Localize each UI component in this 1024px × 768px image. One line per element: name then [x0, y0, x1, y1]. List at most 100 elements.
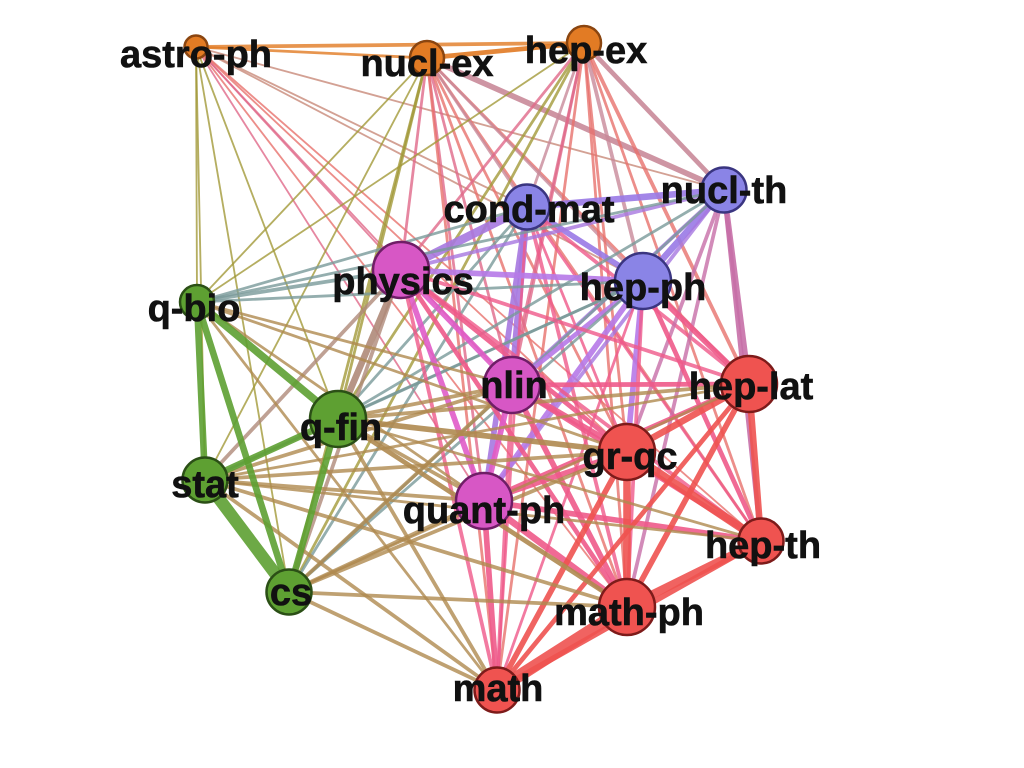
node-label-q-fin: q-fin [300, 407, 382, 449]
edge-physics-q-bio [195, 268, 403, 304]
edge-q-bio-q-fin [193, 298, 342, 423]
edge-hep-lat-stat [203, 382, 751, 482]
node-cond-mat[interactable] [503, 183, 551, 231]
edge-nlin-q-fin [336, 383, 514, 421]
edge-hep-ex-q-fin [336, 41, 586, 421]
node-q-fin[interactable] [308, 389, 368, 449]
edge-hep-ex-math [495, 41, 586, 692]
edge-cond-mat-nucl-th [523, 186, 728, 211]
edge-nucl-th-gr-qc [625, 188, 726, 454]
edge-hep-ex-hep-th [582, 41, 763, 543]
edge-hep-th-q-fin [336, 417, 763, 543]
node-label-physics: physics [332, 261, 474, 303]
node-nucl-ex[interactable] [408, 39, 446, 77]
node-label-nlin: nlin [480, 365, 548, 407]
node-label-astro-ph: astro-ph [120, 34, 272, 76]
edge-nucl-ex-hep-ph [425, 56, 645, 283]
node-hep-ph[interactable] [613, 251, 673, 311]
node-label-hep-ex: hep-ex [525, 30, 647, 72]
edge-math-ph-stat [203, 478, 629, 609]
node-label-cs: cs [270, 572, 312, 614]
edge-nucl-ex-hep-ex [424, 40, 587, 61]
edge-astro-ph-nucl-th [195, 46, 725, 191]
edge-nucl-th-q-fin [336, 188, 726, 421]
edge-hep-lat-cs [287, 382, 751, 594]
node-q-bio[interactable] [178, 283, 216, 321]
edge-nlin-cs [287, 383, 514, 594]
edge-nucl-th-math-ph [625, 188, 726, 609]
edge-hep-ex-hep-ph [582, 41, 645, 283]
edge-gr-qc-q-fin [335, 416, 630, 455]
node-astro-ph[interactable] [183, 34, 209, 60]
node-label-math-ph: math-ph [554, 592, 704, 634]
edge-nucl-ex-math [425, 56, 499, 692]
edge-cond-mat-q-bio [195, 205, 529, 304]
edge-quant-ph-hep-th [481, 498, 764, 544]
node-quant-ph[interactable] [454, 471, 514, 531]
node-hep-ex[interactable] [565, 24, 603, 62]
node-nucl-th[interactable] [700, 166, 748, 214]
node-label-nucl-th: nucl-th [661, 170, 788, 212]
node-physics[interactable] [371, 240, 431, 300]
edge-gr-qc-cs [287, 450, 629, 594]
node-label-q-bio: q-bio [148, 288, 241, 330]
node-nlin[interactable] [482, 355, 542, 415]
edge-nlin-q-bio [195, 300, 514, 387]
edge-hep-ex-cs [287, 41, 586, 594]
edge-math-ph-cs [287, 590, 629, 609]
edge-q-bio-stat [193, 298, 209, 484]
edge-math-q-bio [195, 300, 499, 692]
edge-hep-ex-hep-lat [582, 41, 751, 386]
edge-astro-ph-q-fin [195, 46, 339, 420]
edge-hep-ph-cs [287, 279, 645, 594]
node-hep-th[interactable] [737, 517, 785, 565]
edge-quant-ph-math [481, 498, 500, 693]
node-label-hep-lat: hep-lat [689, 366, 814, 408]
edge-hep-ex-math-ph [582, 41, 629, 609]
edge-gr-qc-stat [203, 450, 629, 482]
node-label-hep-ph: hep-ph [580, 267, 707, 309]
edge-nucl-th-physics [399, 188, 726, 272]
edge-nucl-ex-nlin [425, 56, 514, 387]
edge-physics-hep-lat [399, 268, 751, 386]
node-hep-lat[interactable] [719, 354, 779, 414]
edge-nucl-ex-q-fin [336, 56, 429, 421]
edge-cond-mat-hep-th [525, 205, 763, 543]
edge-nucl-ex-nucl-th [424, 55, 727, 193]
node-label-stat: stat [171, 464, 239, 506]
edge-nucl-th-q-bio [195, 188, 726, 304]
edge-q-bio-cs [193, 298, 293, 596]
edge-hep-ex-physics [399, 41, 586, 272]
edge-hep-ex-nucl-th [581, 40, 727, 193]
node-label-hep-th: hep-th [705, 525, 821, 567]
edge-hep-lat-math [494, 381, 752, 693]
edge-physics-hep-th [399, 268, 763, 543]
edge-nucl-ex-physics [399, 56, 429, 272]
node-stat[interactable] [181, 456, 229, 504]
edge-nlin-hep-lat [509, 381, 752, 388]
edge-hep-lat-q-fin [336, 382, 751, 421]
node-cs[interactable] [265, 568, 313, 616]
node-math[interactable] [473, 666, 521, 714]
node-math-ph[interactable] [597, 577, 657, 637]
node-label-nucl-ex: nucl-ex [360, 43, 493, 85]
edge-gr-qc-math [494, 449, 630, 693]
edge-hep-ex-cond-mat [525, 41, 586, 209]
nodes-layer [178, 24, 785, 714]
node-label-quant-ph: quant-ph [403, 490, 566, 532]
edge-q-fin-cs [285, 415, 342, 596]
edge-gr-qc-q-bio [195, 300, 629, 454]
node-label-math: math [453, 668, 544, 710]
edge-astro-ph-nucl-ex [194, 45, 429, 60]
edge-hep-ex-q-bio [196, 42, 585, 303]
node-label-gr-qc: gr-qc [583, 436, 678, 478]
edge-astro-ph-hep-ex [194, 41, 586, 49]
edge-nucl-ex-q-bio [196, 57, 428, 303]
edge-hep-ph-physics [398, 267, 646, 284]
edge-math-stat [203, 478, 499, 692]
edge-math-cs [287, 590, 499, 692]
edge-math-q-fin [336, 417, 499, 692]
labels-layer: astro-ph nucl-ex hep-ex cond-mat nucl-th hep-… [120, 30, 822, 711]
node-gr-qc[interactable] [597, 422, 657, 482]
